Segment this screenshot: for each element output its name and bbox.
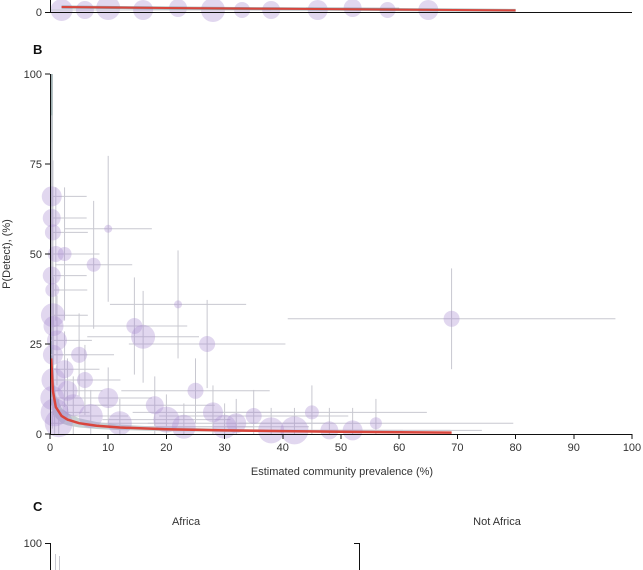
panel-b-point	[45, 283, 60, 297]
panel-b-point	[342, 420, 363, 441]
panel-a-point	[200, 0, 225, 22]
panel-b-point	[104, 224, 113, 233]
panel-c-y-tick-label: 100	[24, 538, 42, 550]
panel-b-x-tick-label: 60	[393, 442, 405, 454]
panel-b-point	[43, 316, 64, 336]
panel-c-partial: 100	[24, 538, 360, 570]
panel-b-x-tick-label: 0	[47, 442, 53, 454]
panel-b-point	[41, 186, 62, 207]
panel-b-x-ticks: 0 10 20 30 40 50 60 70 80 90 100	[47, 434, 641, 454]
panel-b-point	[171, 414, 196, 439]
panel-b-point	[187, 382, 204, 399]
panel-b-point	[86, 257, 101, 272]
panel-b-point	[199, 336, 216, 352]
panel-b-y-axis-title: P(Detect), (%)	[1, 219, 13, 289]
panel-a-marks	[50, 0, 516, 22]
panel-b-point	[145, 396, 164, 415]
panel-b-y-tick-label: 50	[30, 249, 42, 261]
panel-a-point	[75, 1, 94, 19]
panel-b-point	[62, 394, 85, 417]
panel-a-point	[133, 0, 154, 20]
panel-b-point	[245, 408, 262, 424]
panel-b-point	[42, 266, 61, 285]
panel-b-point	[304, 405, 319, 420]
panel-a-fit-line	[61, 6, 516, 12]
panel-b-point	[76, 372, 93, 388]
panel-b-point	[153, 406, 180, 433]
panel-b-point	[174, 300, 183, 309]
panel-b-y-ticks: 0 25 50 75 100	[24, 69, 50, 441]
panel-b-point	[46, 330, 67, 351]
panel-b-point	[126, 318, 143, 334]
panel-b-point	[40, 303, 65, 328]
panel-b-point	[47, 246, 64, 262]
panel-b-x-tick-label: 70	[451, 442, 463, 454]
panel-b: 0 10 20 30 40 50 60 70 80 90 100 0 25 50 75 100 P(Dete…	[1, 69, 641, 478]
panel-b-point	[42, 209, 61, 227]
panel-b-point	[78, 404, 103, 428]
panel-b-x-tick-label: 80	[509, 442, 521, 454]
panel-a-y-tick-label: 0	[36, 7, 42, 19]
panel-b-point	[107, 411, 132, 436]
panel-b-y-tick-label: 75	[30, 159, 42, 171]
panel-b-y-tick-label: 25	[30, 339, 42, 351]
panel-c-letter: C	[33, 499, 43, 514]
panel-b-x-tick-label: 10	[102, 442, 114, 454]
panel-b-point	[443, 310, 460, 327]
panel-b-point	[57, 247, 72, 261]
panel-b-x-tick-label: 20	[160, 442, 172, 454]
panel-b-point	[226, 413, 247, 434]
panel-b-point	[57, 380, 78, 401]
panel-b-point	[202, 402, 223, 423]
panel-a-partial: 0	[36, 0, 632, 22]
panel-b-point	[42, 344, 63, 365]
panel-b-point	[98, 388, 119, 408]
panel-b-point	[44, 224, 61, 241]
panel-b-x-tick-label: 90	[568, 442, 580, 454]
panel-b-point	[71, 346, 88, 363]
panel-b-letter: B	[33, 42, 42, 57]
panel-b-fit-line	[49, 358, 452, 434]
panel-c-facet-africa: Africa	[172, 516, 201, 528]
panel-b-y-tick-label: 100	[24, 69, 42, 81]
panel-b-point	[40, 398, 69, 427]
panel-b-x-axis-title: Estimated community prevalence (%)	[251, 466, 433, 478]
panel-b-x-tick-label: 50	[335, 442, 347, 454]
panel-b-x-tick-label: 30	[218, 442, 230, 454]
panel-b-marks	[40, 74, 616, 445]
panel-c-facet-not-africa: Not Africa	[473, 516, 522, 528]
panel-b-x-tick-label: 100	[623, 442, 641, 454]
panel-b-point	[131, 324, 156, 349]
panel-b-point	[55, 360, 74, 379]
panel-b-point	[212, 414, 237, 439]
panel-b-point	[44, 409, 73, 438]
panel-b-point	[40, 386, 65, 410]
panel-b-y-tick-label: 0	[36, 429, 42, 441]
panel-b-x-tick-label: 40	[277, 442, 289, 454]
panel-b-point	[369, 417, 382, 430]
